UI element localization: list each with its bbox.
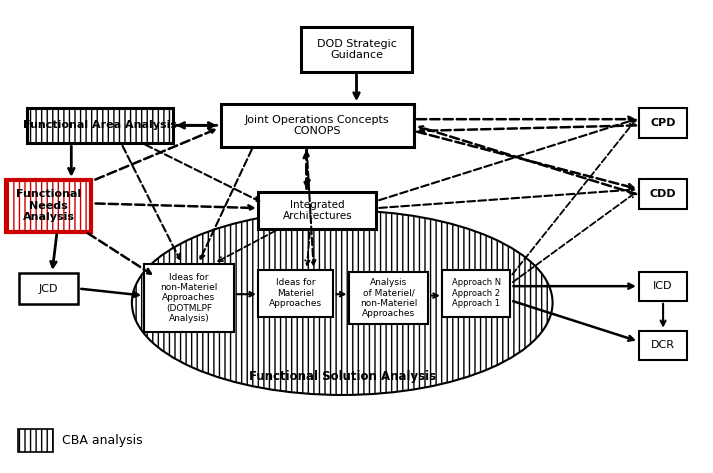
Ellipse shape — [132, 210, 553, 395]
Text: Approach N
Approach 2
Approach 1: Approach N Approach 2 Approach 1 — [452, 278, 501, 308]
Text: Functional Area Analysis: Functional Area Analysis — [23, 120, 177, 131]
Text: Ideas for
non-Materiel
Approaches
(DOTMLPF
Analysis): Ideas for non-Materiel Approaches (DOTML… — [160, 273, 217, 323]
Text: CPD: CPD — [650, 118, 676, 128]
Text: Integrated
Architectures: Integrated Architectures — [282, 200, 352, 221]
Text: CBA analysis: CBA analysis — [62, 434, 143, 447]
FancyBboxPatch shape — [349, 272, 428, 324]
Text: DOD Strategic
Guidance: DOD Strategic Guidance — [317, 39, 396, 61]
FancyBboxPatch shape — [301, 27, 412, 72]
FancyBboxPatch shape — [19, 273, 78, 304]
Text: Functional Solution Analysis: Functional Solution Analysis — [249, 370, 436, 383]
Text: Ideas for
Materiel
Approaches: Ideas for Materiel Approaches — [270, 278, 322, 308]
Text: Joint Operations Concepts
CONOPS: Joint Operations Concepts CONOPS — [245, 114, 389, 136]
FancyBboxPatch shape — [6, 180, 91, 232]
Text: ICD: ICD — [653, 281, 673, 291]
FancyBboxPatch shape — [639, 272, 687, 301]
Text: JCD: JCD — [39, 283, 58, 294]
FancyBboxPatch shape — [258, 270, 333, 317]
FancyBboxPatch shape — [258, 192, 376, 229]
Text: Analysis
of Materiel/
non-Materiel
Approaches: Analysis of Materiel/ non-Materiel Appro… — [360, 278, 417, 318]
FancyBboxPatch shape — [442, 270, 511, 317]
Text: Functional
Needs
Analysis: Functional Needs Analysis — [16, 189, 81, 222]
FancyBboxPatch shape — [18, 429, 53, 452]
FancyBboxPatch shape — [639, 179, 687, 209]
FancyBboxPatch shape — [144, 264, 234, 333]
Text: DCR: DCR — [651, 340, 675, 350]
Text: CDD: CDD — [650, 189, 677, 199]
FancyBboxPatch shape — [639, 331, 687, 360]
FancyBboxPatch shape — [221, 104, 414, 147]
FancyBboxPatch shape — [639, 108, 687, 138]
FancyBboxPatch shape — [27, 108, 173, 143]
